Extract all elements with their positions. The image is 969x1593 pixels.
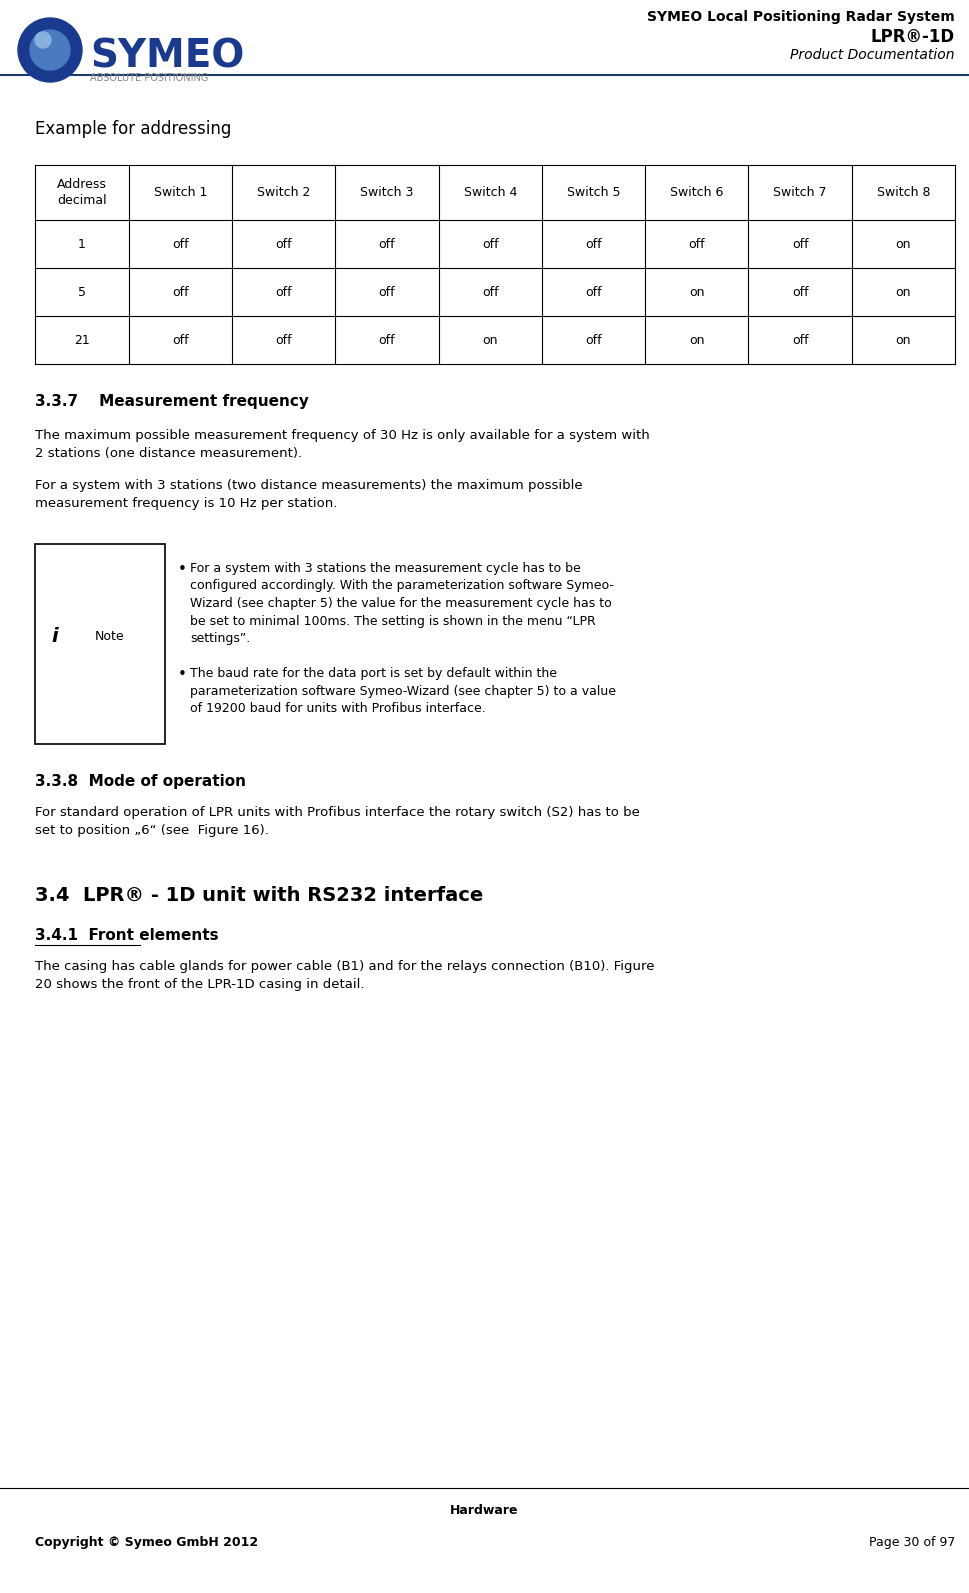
Text: Switch 7: Switch 7 <box>773 186 827 199</box>
Text: SYMEO Local Positioning Radar System: SYMEO Local Positioning Radar System <box>647 10 955 24</box>
Circle shape <box>30 30 70 70</box>
Text: Address
decimal: Address decimal <box>57 178 107 207</box>
Text: off: off <box>172 333 189 347</box>
Text: Switch 1: Switch 1 <box>154 186 207 199</box>
Text: ABSOLUTE POSITIONING: ABSOLUTE POSITIONING <box>90 73 208 83</box>
Text: Switch 6: Switch 6 <box>671 186 724 199</box>
Text: off: off <box>379 237 395 250</box>
Text: off: off <box>792 333 808 347</box>
Text: •: • <box>178 667 187 682</box>
Text: 3.4.1  Front elements: 3.4.1 Front elements <box>35 929 219 943</box>
Text: Switch 4: Switch 4 <box>463 186 517 199</box>
Circle shape <box>18 18 82 81</box>
Text: The maximum possible measurement frequency of 30 Hz is only available for a syst: The maximum possible measurement frequen… <box>35 429 650 460</box>
Text: Switch 2: Switch 2 <box>257 186 310 199</box>
Text: For a system with 3 stations the measurement cycle has to be
configured accordin: For a system with 3 stations the measure… <box>190 562 614 645</box>
Text: on: on <box>483 333 498 347</box>
Text: off: off <box>482 237 499 250</box>
Text: off: off <box>172 237 189 250</box>
Text: off: off <box>379 285 395 298</box>
Text: 3.3.8  Mode of operation: 3.3.8 Mode of operation <box>35 774 246 789</box>
Text: 5: 5 <box>78 285 86 298</box>
Text: 1: 1 <box>78 237 86 250</box>
Text: 21: 21 <box>74 333 90 347</box>
Text: off: off <box>275 333 292 347</box>
Text: i: i <box>51 626 58 645</box>
Text: SYMEO: SYMEO <box>90 37 244 75</box>
Text: on: on <box>895 333 911 347</box>
Circle shape <box>35 32 51 48</box>
Text: Page 30 of 97: Page 30 of 97 <box>868 1536 955 1548</box>
Text: LPR®-1D: LPR®-1D <box>871 29 955 46</box>
Bar <box>35 543 165 744</box>
Text: Switch 5: Switch 5 <box>567 186 620 199</box>
Text: on: on <box>895 237 911 250</box>
Text: off: off <box>792 237 808 250</box>
Text: off: off <box>482 285 499 298</box>
Text: on: on <box>689 285 704 298</box>
Text: Hardware: Hardware <box>450 1504 518 1517</box>
Text: Note: Note <box>95 629 125 642</box>
Text: off: off <box>689 237 705 250</box>
Text: off: off <box>585 237 602 250</box>
Text: The baud rate for the data port is set by default within the
parameterization so: The baud rate for the data port is set b… <box>190 667 616 715</box>
Text: Example for addressing: Example for addressing <box>35 119 232 139</box>
Text: off: off <box>275 237 292 250</box>
Text: Product Documentation: Product Documentation <box>791 48 955 62</box>
Text: Switch 8: Switch 8 <box>877 186 930 199</box>
Text: off: off <box>792 285 808 298</box>
Text: 3.4  LPR® - 1D unit with RS232 interface: 3.4 LPR® - 1D unit with RS232 interface <box>35 886 484 905</box>
Text: Switch 3: Switch 3 <box>360 186 414 199</box>
Text: 3.3.7    Measurement frequency: 3.3.7 Measurement frequency <box>35 393 309 409</box>
Text: The casing has cable glands for power cable (B1) and for the relays connection (: The casing has cable glands for power ca… <box>35 961 654 991</box>
Text: For standard operation of LPR units with Profibus interface the rotary switch (S: For standard operation of LPR units with… <box>35 806 640 836</box>
Text: Copyright © Symeo GmbH 2012: Copyright © Symeo GmbH 2012 <box>35 1536 258 1548</box>
Text: off: off <box>585 285 602 298</box>
Text: on: on <box>895 285 911 298</box>
Text: off: off <box>379 333 395 347</box>
Text: off: off <box>275 285 292 298</box>
Text: off: off <box>585 333 602 347</box>
Text: For a system with 3 stations (two distance measurements) the maximum possible
me: For a system with 3 stations (two distan… <box>35 479 582 510</box>
Text: •: • <box>178 562 187 577</box>
Text: off: off <box>172 285 189 298</box>
Text: on: on <box>689 333 704 347</box>
